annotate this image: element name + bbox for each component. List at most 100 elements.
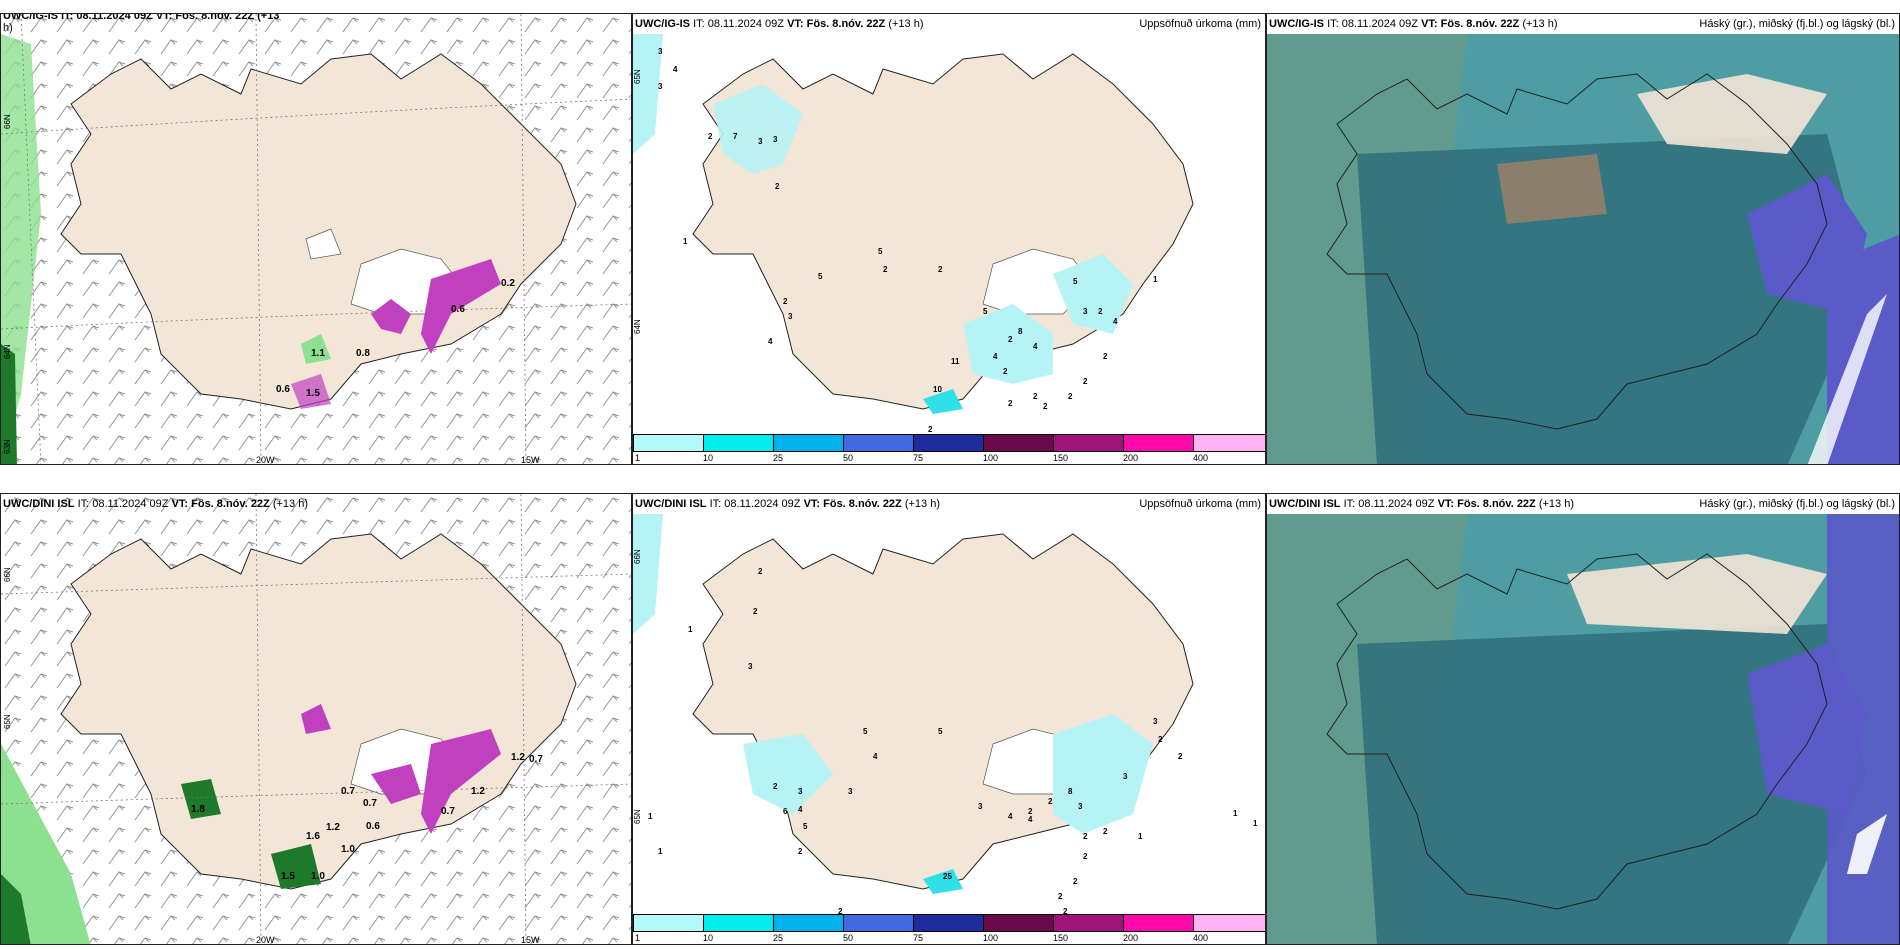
precip-value: 3 [1153,717,1158,726]
wind-value: 1.2 [471,786,485,797]
colorbar-tick: 75 [913,933,924,943]
colorbar-swatch [703,434,774,452]
colorbar-tick: 50 [843,933,854,943]
glacier-langjokull [305,228,342,260]
precip-value: 4 [768,337,773,346]
colorbar-tick: 400 [1193,453,1209,463]
precip-value: 2 [1033,392,1038,401]
cloud-map-panel-dini: UWC/DINI ISL IT: 08.11.2024 09Z VT: Fös.… [1266,493,1900,945]
precip-value: 4 [673,65,678,74]
cloud-low-area [1357,134,1867,464]
wind-precip-south [271,844,321,889]
precip-value: 11 [951,357,960,366]
cloud-legend-label: Háský (gr.), miðský (fj.bl.) og lágský (… [1699,498,1895,510]
wind-precip-magenta-3 [301,704,331,734]
precip-value: 2 [1083,377,1088,386]
colorbar-tick: 200 [1123,453,1139,463]
precip-value: 3 [658,82,663,91]
precip-area [713,84,803,174]
precip-map-title-dini: UWC/DINI ISL IT: 08.11.2024 09Z VT: Fös.… [635,498,941,510]
wind-precip-magenta [371,299,411,334]
precip-area [1053,714,1153,834]
precip-value: 2 [1028,807,1033,816]
precip-value: 4 [993,352,998,361]
precip-value: 4 [1008,812,1013,821]
precip-map-ig-is: 3 4 3 2 7 3 3 2 1 2 3 4 5 5 2 2 3 4 2 5 … [633,34,1194,434]
wind-value: 0.7 [529,754,543,765]
colorbar-swatch [1193,914,1265,932]
precip-value: 1 [683,237,688,246]
wind-precip-magenta-2 [421,259,501,354]
precip-values: 2 2 3 5 4 5 2 3 6 4 5 2 3 3 4 2 2 4 8 3 … [648,567,1258,916]
wind-area-dark [1,874,31,944]
precip-value: 4 [1028,815,1033,824]
colorbar-tick: 100 [983,453,999,463]
precip-value: 2 [838,907,843,916]
precip-map-panel-ig-is: UWC/IG-IS IT: 08.11.2024 09Z VT: Fös. 8.… [632,13,1266,465]
colorbar-swatch [1053,914,1124,932]
colorbar-swatch [1193,434,1265,452]
wind-area-dark [1,344,17,464]
precip-area [963,304,1053,384]
cloud-map-ig-is [1267,34,1899,464]
colorbar-swatch [1123,914,1194,932]
cloud-high-area [1497,154,1607,224]
colorbar-swatch [773,914,844,932]
iceland-outline [1326,73,1828,430]
iceland-outline [1326,553,1828,910]
colorbar-swatch [983,434,1054,452]
precip-value: 1 [658,847,663,856]
precip-value: 2 [708,132,713,141]
precip-value: 4 [1033,342,1038,351]
precip-value: 2 [1003,367,1008,376]
precip-area [743,734,833,814]
lat-label: 65N [633,69,642,84]
cloud-map-panel-ig-is: UWC/IG-IS IT: 08.11.2024 09Z VT: Fös. 8.… [1266,13,1900,465]
precip-map-panel-dini: UWC/DINI ISL IT: 08.11.2024 09Z VT: Fös.… [632,493,1266,945]
cloud-map-dini [1267,514,1899,944]
wind-values: 0.2 0.6 1.1 0.8 0.6 1.5 [276,278,515,399]
lat-label: 66N [633,549,642,564]
precip-value: 2 [758,567,763,576]
wind-value: 0.7 [363,798,377,809]
precip-value: 3 [788,312,793,321]
precip-value: 6 [783,807,788,816]
lat-label: 64N [633,319,642,334]
cloud-map-title-ig-is: UWC/IG-IS IT: 08.11.2024 09Z VT: Fös. 8.… [1269,18,1558,30]
wind-value: 0.2 [501,278,515,289]
precip-value: 2 [1048,797,1053,806]
precip-value: 7 [733,132,738,141]
iceland-land [692,533,1194,890]
colorbar-tick: 75 [913,453,924,463]
wind-area-green [1,744,91,944]
precip-value: 1 [1233,809,1238,818]
colorbar-swatch [1053,434,1124,452]
precip-area [1053,254,1133,334]
precip-value: 1 [1253,819,1258,828]
precip-value: 5 [983,307,988,316]
precip-value: 4 [1113,317,1118,326]
precip-value: 2 [1068,392,1073,401]
precip-value: 4 [798,805,803,814]
iceland-land [692,53,1194,410]
wind-value: 0.6 [366,821,380,832]
wind-value: 0.7 [441,806,455,817]
precip-value: 2 [1158,735,1163,744]
colorbar-tick: 150 [1053,453,1069,463]
colorbar-swatch [843,914,914,932]
precip-colorbar: 1 10 25 50 75 100 150 200 400 [633,914,1265,944]
precip-value: 2 [1058,892,1063,901]
wind-value: 0.8 [356,348,370,359]
precip-value: 2 [798,847,803,856]
wind-value: 0.6 [451,304,465,315]
wind-precip-magenta-2 [421,729,501,834]
lon-label: 15W [521,455,540,465]
precip-value: 3 [658,47,663,56]
wind-precip-green [301,334,331,364]
lat-label: 65N [633,809,642,824]
precip-value: 2 [1178,752,1183,761]
precip-value: 2 [1008,335,1013,344]
wind-value: 0.6 [276,384,290,395]
colorbar-tick: 10 [703,933,714,943]
colorbar-swatch [1123,434,1194,452]
